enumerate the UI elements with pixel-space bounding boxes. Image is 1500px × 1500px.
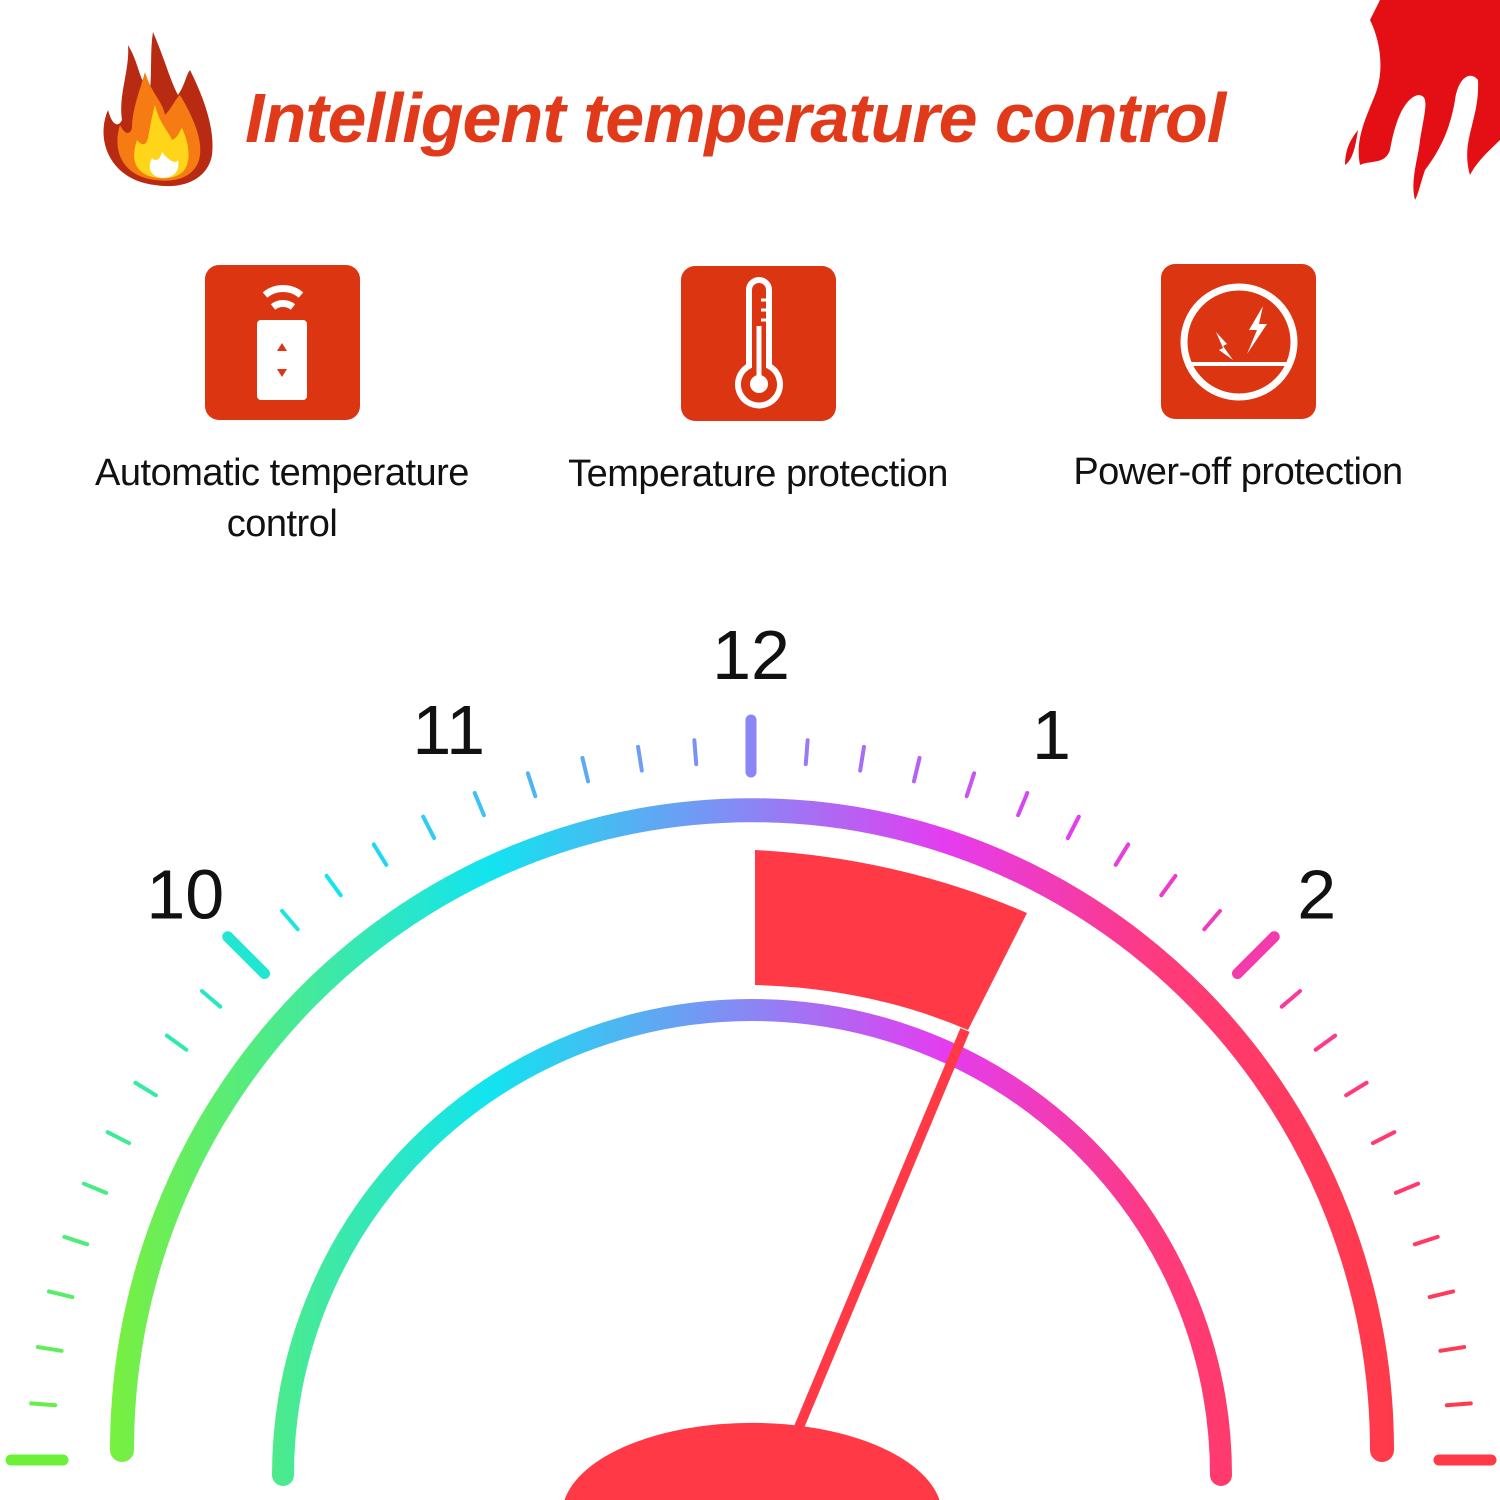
feature-automatic-temperature-control: Automatic temperature control — [62, 265, 502, 550]
gauge-ticks — [5, 714, 1497, 1466]
minor-tick — [1113, 842, 1131, 867]
feature-label: Automatic temperature control — [95, 452, 469, 545]
power-off-lightning-icon — [1160, 264, 1316, 419]
minor-tick — [1202, 908, 1222, 932]
gauge-label-2: 2 — [1297, 855, 1336, 933]
major-tick — [222, 931, 271, 980]
gauge-outer-arc — [110, 798, 1394, 1462]
minor-tick — [199, 989, 223, 1009]
minor-tick — [1412, 1234, 1440, 1247]
minor-tick — [35, 1345, 64, 1353]
minor-tick — [371, 842, 389, 867]
gauge-label-11: 11 — [412, 691, 485, 769]
minor-tick — [1344, 1080, 1369, 1098]
minor-tick — [803, 738, 810, 767]
minor-tick — [1438, 1345, 1467, 1353]
minor-tick — [692, 738, 699, 767]
minor-tick — [62, 1234, 90, 1247]
page-title: Intelligent temperature control — [245, 79, 1226, 157]
major-tick — [1231, 931, 1280, 980]
remote-control-icon — [204, 265, 360, 420]
minor-tick — [81, 1181, 109, 1195]
minor-tick — [1016, 790, 1030, 818]
minor-tick — [105, 1130, 132, 1146]
minor-tick — [1427, 1289, 1456, 1300]
minor-tick — [580, 755, 591, 784]
gauge-label-12: 12 — [712, 616, 790, 694]
minor-tick — [1279, 989, 1303, 1009]
minor-tick — [164, 1033, 189, 1052]
minor-tick — [133, 1080, 158, 1098]
gauge-pointer-head — [755, 850, 1027, 1030]
minor-tick — [1313, 1033, 1338, 1052]
minor-tick — [29, 1401, 58, 1408]
feature-label: Power-off protection — [1073, 451, 1403, 493]
minor-tick — [1444, 1401, 1473, 1408]
minor-tick — [911, 755, 922, 784]
feature-temperature-protection: Temperature protection — [538, 266, 978, 500]
minor-tick — [472, 790, 486, 818]
minor-tick — [858, 744, 866, 773]
gauge-inner-arc — [272, 999, 1232, 1486]
thermometer-icon — [680, 266, 836, 421]
minor-tick — [46, 1289, 75, 1300]
minor-tick — [1159, 873, 1178, 898]
feature-label: Temperature protection — [568, 453, 948, 495]
gauge-label-1: 1 — [1032, 696, 1071, 774]
minor-tick — [964, 771, 977, 799]
minor-tick — [1393, 1181, 1421, 1195]
gauge-label-10: 10 — [146, 855, 224, 933]
minor-tick — [1370, 1130, 1397, 1146]
gauge-needle — [792, 1028, 970, 1434]
feature-power-off-protection: Power-off protection — [1018, 264, 1458, 498]
minor-tick — [421, 814, 437, 841]
minor-tick — [636, 744, 644, 773]
minor-tick — [525, 771, 538, 799]
minor-tick — [280, 908, 300, 932]
minor-tick — [1065, 814, 1081, 841]
minor-tick — [324, 873, 343, 898]
gauge-needle-base — [564, 1422, 940, 1500]
